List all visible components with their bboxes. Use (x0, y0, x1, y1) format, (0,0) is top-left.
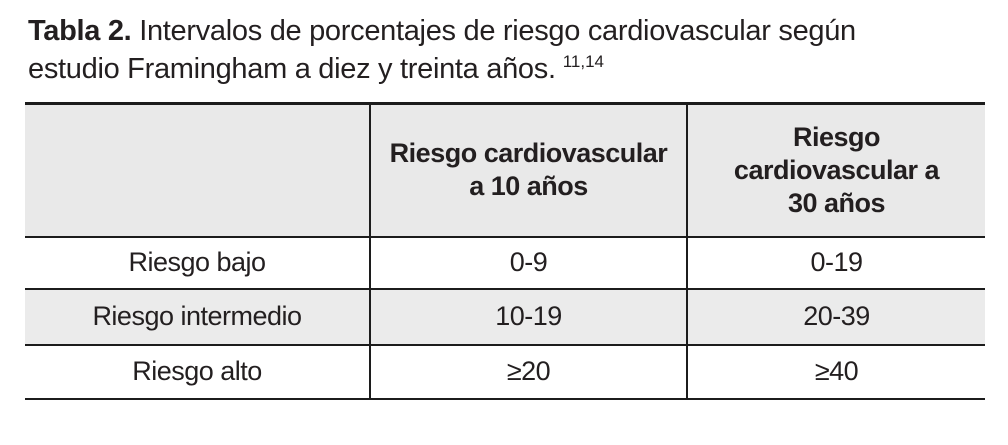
value-10y: 0-9 (369, 236, 687, 289)
value-30y: 20-39 (686, 288, 985, 345)
value-30y: 0-19 (686, 236, 985, 289)
header-cell-empty (25, 102, 370, 238)
table-row-riesgo-bajo: Riesgo bajo 0-9 0-19 (25, 236, 985, 289)
table-row-riesgo-alto: Riesgo alto ≥20 ≥40 (25, 344, 985, 399)
row-label: Riesgo alto (25, 344, 370, 399)
value-30y: ≥40 (686, 344, 985, 399)
caption-line-1: Tabla 2. Intervalos de porcentajes de ri… (28, 12, 988, 50)
caption-line-2: estudio Framingham a diez y treinta años… (28, 50, 988, 88)
caption-text-2: estudio Framingham a diez y treinta años… (28, 53, 556, 85)
header-row: Riesgo cardiovascular a 10 años Riesgo c… (25, 102, 985, 238)
table-header: Riesgo cardiovascular a 10 años Riesgo c… (25, 102, 985, 238)
table-caption: Tabla 2. Intervalos de porcentajes de ri… (28, 12, 988, 88)
header-cell-risk-30y: Riesgo cardiovascular a 30 años (686, 102, 985, 238)
value-10y: ≥20 (369, 344, 687, 399)
header-cell-risk-10y: Riesgo cardiovascular a 10 años (369, 102, 687, 238)
caption-table-number: Tabla 2. (28, 15, 132, 47)
row-label: Riesgo intermedio (25, 288, 370, 345)
row-label: Riesgo bajo (25, 236, 370, 289)
table-row-riesgo-intermedio: Riesgo intermedio 10-19 20-39 (25, 288, 985, 345)
framingham-risk-table: Riesgo cardiovascular a 10 años Riesgo c… (25, 102, 985, 400)
caption-text-1: Intervalos de porcentajes de riesgo card… (139, 15, 856, 47)
value-10y: 10-19 (369, 288, 687, 345)
citation-superscript: 11,14 (562, 52, 604, 72)
table-body: Riesgo bajo 0-9 0-19 Riesgo intermedio 1… (25, 236, 985, 399)
